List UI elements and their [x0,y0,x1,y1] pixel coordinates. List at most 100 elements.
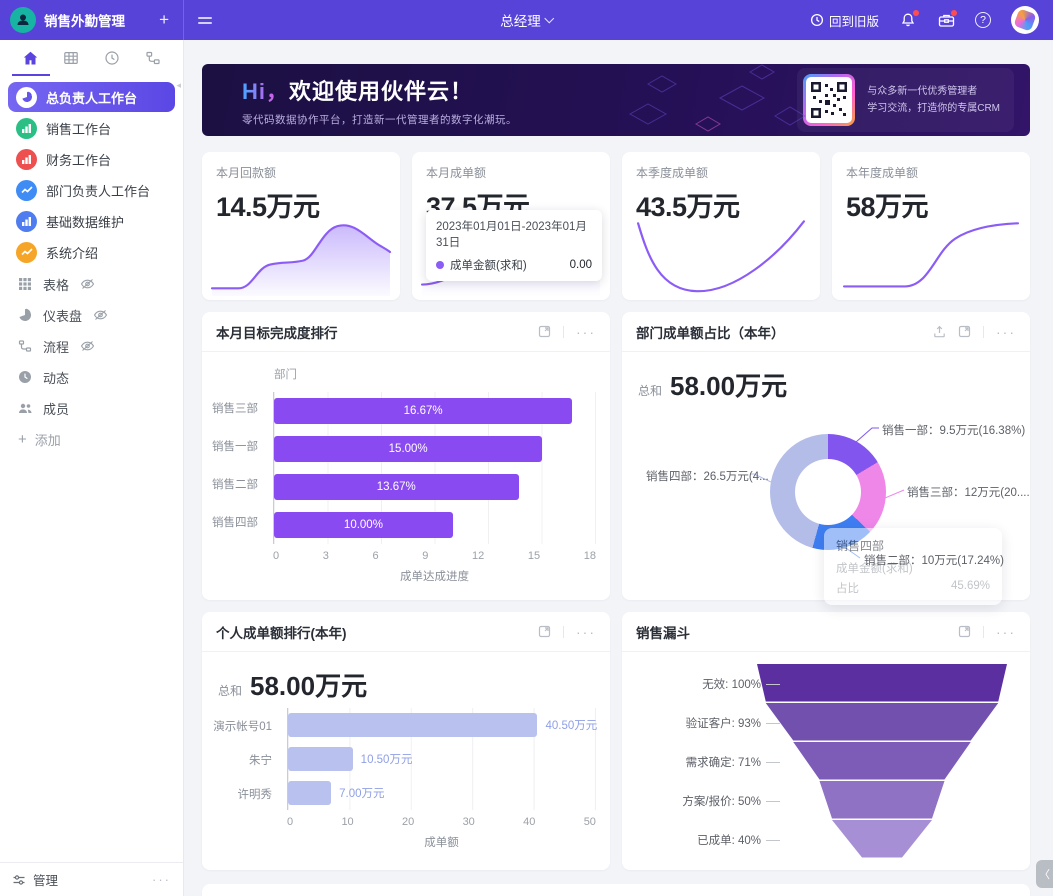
eye-off-icon [80,278,95,290]
messages-button[interactable] [937,10,957,29]
expand-icon[interactable] [958,325,971,338]
sidebar-item[interactable]: 总负责人工作台 [8,82,175,112]
tab-home[interactable] [10,40,51,76]
sparkline [630,208,812,296]
funnel-stage [819,781,945,819]
sidebar-item[interactable]: 部门负责人工作台 [8,175,175,205]
sidebar-item[interactable]: 表格 [8,269,175,299]
bar[interactable]: 40.50万元 [288,713,597,737]
footer-more-button[interactable]: ··· [152,872,171,887]
qr-caption: 与众多新一代优秀管理者 学习交流，打造你的专属CRM [867,86,1000,114]
role-selector[interactable]: 总经理 [500,10,555,30]
tooltip-series: 成单金额(求和) [450,260,527,272]
expand-icon[interactable] [958,625,971,638]
add-app-button[interactable]: + [159,10,169,29]
line-chart-icon [16,179,37,201]
welcome-banner[interactable]: Hi，欢迎使用伙伴云！ 零代码数据协作平台，打造新一代管理者的数字化潮玩。 与众… [202,64,1030,136]
download-icon[interactable] [933,325,946,338]
sidebar-item[interactable]: 销售工作台 [8,113,175,143]
sidebar-item-label: 成员 [43,401,70,417]
stat-card[interactable]: 本月回款额 14.5万元 [202,152,400,300]
funnel-shape[interactable] [752,662,1012,867]
manage-label[interactable]: 管理 [33,874,59,888]
bar[interactable]: 13.67% [274,474,519,500]
stat-label: 本季度成单额 [636,166,709,180]
stat-label: 本月成单额 [426,166,487,180]
more-menu-button[interactable]: ··· [576,623,596,640]
bar-value-label: 40.50万元 [545,720,598,732]
bar[interactable]: 10.00% [274,512,453,538]
bar[interactable]: 10.50万元 [288,747,412,771]
banner-qr-panel: 与众多新一代优秀管理者 学习交流，打造你的专属CRM [797,68,1014,132]
category-label: 许明秀 [237,789,273,801]
expand-icon[interactable] [538,325,551,338]
funnel-stage [757,664,1007,702]
banner-text: Hi，欢迎使用伙伴云！ 零代码数据协作平台，打造新一代管理者的数字化潮玩。 [202,74,517,127]
tab-tables[interactable] [51,40,92,76]
dept-share-card: 部门成单额占比（本年） ··· 总和 58.00万元 销售一部：9.5万元(16… [622,312,1030,605]
sidebar-item[interactable]: 仪表盘 [8,300,175,330]
banner-title: Hi，欢迎使用伙伴云！ [242,78,474,104]
menu-toggle-button[interactable] [198,16,212,24]
dashboard-icon [16,306,34,324]
sidebar-item[interactable]: 财务工作台 [8,144,175,174]
series-dot-icon [436,261,444,269]
chevron-down-icon [544,13,555,24]
expand-icon[interactable] [538,625,551,638]
dept-target-card: 本月目标完成度排行 ··· 部门 16.67% 15.00% 13.67% 10.00%… [202,312,610,600]
stat-card[interactable]: 本月成单额 37.5万元 2023年01月01日-2023年01月31日 成单金额(求… [412,152,610,300]
collapse-panel-button[interactable]: 〈 [1036,860,1053,888]
stat-value: 14.5万元 [216,192,320,222]
notifications-button[interactable] [899,10,919,29]
back-to-old-version-link[interactable]: 回到旧版 [810,11,879,30]
stat-card[interactable]: 本年度成单额 58万元 [832,152,1030,300]
app-title: 销售外勤管理 [44,14,125,29]
tooltip-row-label: 成单金额(求和) [836,563,913,575]
tooltip-row-label: 占比 [836,583,859,595]
x-axis-ticks: 0 10 20 30 40 50 [287,816,596,828]
sidebar: ◂ 总负责人工作台 销售工作台 财务工作台部门负责人工作台基础数据维护 系统介绍 表格… [0,40,184,896]
total-label: 总和 [218,684,243,698]
category-label: 销售一部 [212,441,258,453]
tab-workflow[interactable] [132,40,173,76]
sidebar-item-label: 流程 [43,339,70,355]
help-button[interactable]: ? [975,12,991,28]
x-axis-ticks: 0 3 6 9 12 15 18 [273,550,596,562]
role-label: 总经理 [500,14,541,29]
clock-icon [105,51,119,65]
plus-icon: + [18,430,27,448]
more-menu-button[interactable]: ··· [996,623,1016,640]
sidebar-item-label: 动态 [43,370,70,386]
slice-label: 销售二部：10万元(17.24%) [864,555,1004,567]
members-icon [16,399,34,417]
tab-recent[interactable] [92,40,133,76]
funnel-stage-label: 方案/报价: 50% [622,793,780,809]
line-chart-icon [16,241,37,263]
main-content: Hi，欢迎使用伙伴云！ 零代码数据协作平台，打造新一代管理者的数字化潮玩。 与众… [184,40,1053,896]
personal-rank-chart: 40.50万元 10.50万元 7.00万元 演示帐号01 朱宁 许明秀 0 10 20 30 40… [213,708,597,860]
sidebar-item[interactable]: 流程 [8,331,175,361]
user-avatar[interactable] [1011,6,1039,34]
x-axis-title: 成单达成进度 [400,571,469,583]
card-title: 个人成单额排行(本年) [216,625,347,641]
category-label: 朱宁 [249,755,272,767]
bell-icon [901,13,915,27]
stat-card[interactable]: 本季度成单额 43.5万元 [622,152,820,300]
topbar: 销售外勤管理 + 总经理 回到旧版 ? [0,0,1053,40]
bar-value-label: 7.00万元 [339,788,385,800]
bar[interactable]: 7.00万元 [288,781,385,805]
donut-tooltip: 销售四部 成单金额(求和) 占比 45.69% [824,528,1002,605]
more-menu-button[interactable]: ··· [996,323,1016,340]
bar[interactable]: 15.00% [274,436,543,462]
sidebar-collapse-icon[interactable]: ◂ [176,80,181,90]
bar[interactable]: 16.67% [274,398,573,424]
sidebar-item[interactable]: 系统介绍 [8,237,175,267]
total-label: 总和 [638,384,663,398]
sidebar-item[interactable]: 成员 [8,393,175,423]
sidebar-item-label: 仪表盘 [43,308,83,324]
sidebar-item[interactable]: 基础数据维护 [8,206,175,236]
more-menu-button[interactable]: ··· [576,323,596,340]
add-item-button[interactable]: + 添加 [18,430,61,448]
sidebar-item-label: 部门负责人工作台 [46,183,151,199]
sidebar-item[interactable]: 动态 [8,362,175,392]
